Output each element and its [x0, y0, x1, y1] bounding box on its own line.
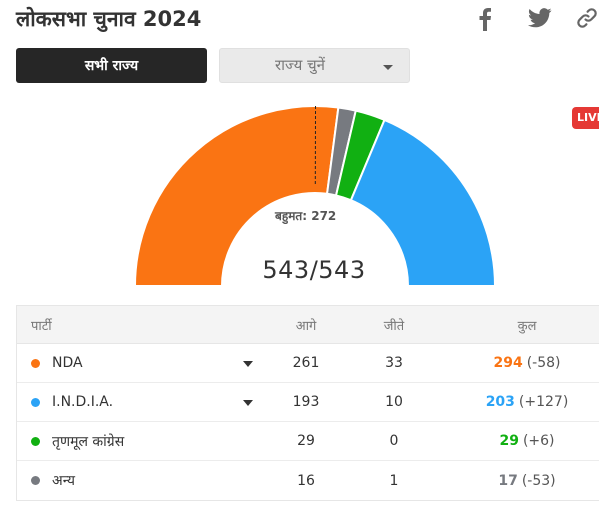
header-won: जीते [383, 318, 405, 334]
results-table: पार्टी आगे जीते कुल NDA 261 33 294 (-58) … [16, 305, 599, 501]
won-count: 0 [389, 433, 399, 449]
seats-declared-count: 543/543 [262, 256, 366, 284]
expand-caret-icon[interactable] [243, 361, 253, 367]
link-icon[interactable] [576, 7, 598, 29]
header-party: पार्टी [31, 318, 52, 334]
total-count: 17 [498, 472, 518, 489]
seat-share-chart [133, 105, 497, 287]
state-select-dropdown[interactable]: राज्य चुनें [219, 48, 410, 83]
party-color-dot [31, 358, 40, 368]
lead-count: 261 [292, 355, 320, 371]
chart-segment-I.N.D.I.A. [349, 118, 497, 287]
total-count: 294 [493, 355, 523, 371]
total-count: 203 [485, 394, 515, 410]
chevron-down-icon [383, 65, 393, 70]
all-states-button[interactable]: सभी राज्य [16, 48, 207, 83]
twitter-icon[interactable] [528, 7, 552, 29]
seat-change: (+6) [522, 433, 555, 449]
table-row-nda[interactable]: NDA 261 33 294 (-58) [17, 344, 599, 383]
table-header: पार्टी आगे जीते कुल [17, 306, 599, 344]
party-name: तृणमूल कांग्रेस [52, 433, 125, 450]
lead-count: 16 [297, 472, 315, 489]
expand-caret-icon[interactable] [243, 400, 253, 406]
facebook-icon[interactable] [478, 7, 492, 31]
party-name: NDA [52, 355, 83, 371]
won-count: 10 [385, 394, 403, 410]
page-title: लोकसभा चुनाव 2024 [16, 7, 202, 31]
party-color-dot [31, 397, 40, 407]
table-row-tmc: तृणमूल कांग्रेस 29 0 29 (+6) [17, 422, 599, 461]
state-select-placeholder: राज्य चुनें [275, 56, 325, 74]
live-badge: LIVE [572, 107, 599, 129]
seat-change: (-58) [526, 355, 561, 371]
seat-change: (+127) [518, 394, 569, 410]
lead-count: 193 [292, 394, 320, 410]
party-name: अन्य [52, 473, 75, 489]
table-row-india[interactable]: I.N.D.I.A. 193 10 203 (+127) [17, 383, 599, 422]
majority-label: बहुमत: 272 [275, 209, 337, 223]
table-row-others: अन्य 16 1 17 (-53) [17, 461, 599, 500]
chart-segment-NDA [133, 105, 340, 287]
party-name: I.N.D.I.A. [52, 394, 114, 410]
seat-change: (-53) [521, 472, 556, 489]
party-color-dot [31, 436, 40, 446]
header: लोकसभा चुनाव 2024 [16, 4, 599, 34]
total-count: 29 [499, 433, 519, 449]
party-color-dot [31, 476, 40, 485]
header-total: कुल [517, 318, 537, 334]
header-lead: आगे [295, 318, 317, 334]
won-count: 33 [385, 355, 403, 371]
won-count: 1 [389, 472, 399, 489]
lead-count: 29 [297, 433, 315, 449]
